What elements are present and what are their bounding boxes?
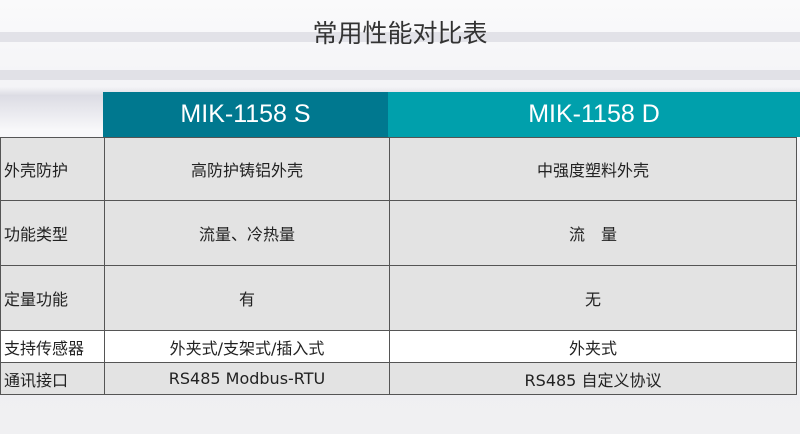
row-label: 通讯接口 [0,362,105,395]
cell-s: RS485 Modbus-RTU [104,362,390,395]
header-model-d: MIK-1158 D [388,92,800,137]
table-row: 通讯接口 RS485 Modbus-RTU RS485 自定义协议 [0,362,797,395]
cell-s: 有 [104,265,390,331]
cell-d: 无 [389,265,797,331]
cell-s: 流量、冷热量 [104,200,390,266]
row-label: 外壳防护 [0,137,105,201]
table-row: 定量功能有无 [0,265,797,331]
row-label: 功能类型 [0,200,105,266]
row-label: 支持传感器 [0,330,105,363]
row-label: 定量功能 [0,265,105,331]
cell-s: 高防护铸铝外壳 [104,137,390,201]
comparison-table: 外壳防护 高防护铸铝外壳 中强度塑料外壳 功能类型 流量、冷热量流 量 定量功能有无 … [0,137,797,395]
cell-s: 外夹式/支架式/插入式 [104,330,390,363]
table-row: 外壳防护 高防护铸铝外壳 中强度塑料外壳 [0,137,797,201]
page-title: 常用性能对比表 [312,19,488,48]
table-row: 功能类型 流量、冷热量流 量 [0,200,797,266]
header-model-s: MIK-1158 S [103,92,388,137]
table-row: 支持传感器 外夹式/支架式/插入式 外夹式 [0,330,797,363]
cell-d: RS485 自定义协议 [389,362,797,395]
cell-d: 中强度塑料外壳 [389,137,797,201]
cell-d: 外夹式 [389,330,797,363]
cell-d: 流 量 [389,200,797,266]
